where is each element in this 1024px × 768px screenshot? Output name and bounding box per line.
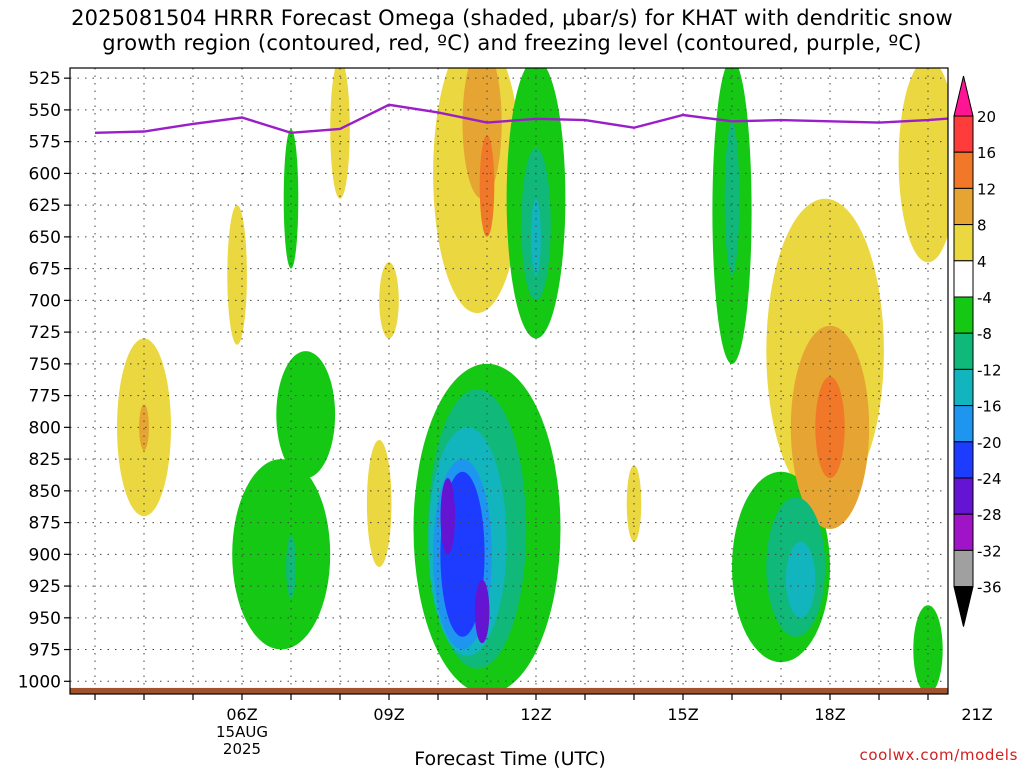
x-tick-sublabel-2025: 2025 <box>223 740 261 758</box>
colorbar-label-20: 20 <box>977 108 996 126</box>
omega-cell-purple-11z <box>474 579 490 644</box>
x-tick-label-15Z: 15Z <box>667 705 698 724</box>
y-tick-label-525: 525 <box>29 69 61 89</box>
colorbar-label--8: -8 <box>977 325 992 343</box>
colorbar-bin-8 <box>953 368 974 407</box>
colorbar-bin-7 <box>953 332 974 370</box>
x-tick-label-06Z: 06Z <box>226 705 257 724</box>
credit-text: coolwx.com/models <box>859 746 1018 764</box>
omega-cell-orange-early-low <box>139 404 149 451</box>
omega-cell-dark-orange-18z <box>815 376 845 479</box>
chart-title-line1: 2025081504 HRRR Forecast Omega (shaded, … <box>71 6 953 30</box>
colorbar-bin-13 <box>953 549 974 588</box>
omega-cell-yellow-06z-mid <box>227 205 247 345</box>
omega-cell-green-22z-mid <box>977 224 1024 326</box>
y-tick-label-900: 900 <box>29 545 61 565</box>
colorbar-label-16: 16 <box>977 144 996 162</box>
omega-cell-yellow-09z-low <box>366 440 392 567</box>
omega-cell-teal-07z-low <box>286 535 296 599</box>
y-tick-label-600: 600 <box>29 164 61 184</box>
y-tick-label-1000: 1000 <box>18 672 61 692</box>
colorbar-label--20: -20 <box>977 434 1002 452</box>
colorbar-bin-1 <box>953 115 974 153</box>
x-tick-label-21Z: 21Z <box>961 705 992 724</box>
x-tick-label-09Z: 09Z <box>373 705 404 724</box>
y-tick-label-750: 750 <box>29 355 61 375</box>
y-tick-label-700: 700 <box>29 291 61 311</box>
colorbar: 20 16 12 8 4 -4 -8 -12 -16 -20 -24 -28 -32 -36 <box>953 75 1002 627</box>
colorbar-label--36: -36 <box>977 579 1002 597</box>
colorbar-label--12: -12 <box>977 361 1002 379</box>
y-tick-label-625: 625 <box>29 196 61 216</box>
y-tick-label-575: 575 <box>29 133 61 153</box>
y-tick-label-925: 925 <box>29 577 61 597</box>
x-tick-sublabel-15AUG: 15AUG <box>216 723 268 741</box>
y-tick-label-850: 850 <box>29 482 61 502</box>
y-tick-label-800: 800 <box>29 418 61 438</box>
omega-cell-green-20z-low <box>913 605 943 694</box>
colorbar-label--16: -16 <box>977 398 1002 416</box>
omega-cell-yellow-09z-mid <box>379 262 399 339</box>
y-tick-label-825: 825 <box>29 450 61 470</box>
colorbar-label-8: 8 <box>977 217 987 235</box>
freezing-level-line <box>94 103 948 135</box>
terrain <box>70 687 948 694</box>
omega-cell-yellow-08z-upper <box>330 68 350 199</box>
colorbar-label-4: 4 <box>977 253 987 271</box>
colorbar-bin-9 <box>953 405 974 443</box>
colorbar-arrow-top <box>953 75 974 117</box>
omega-shading <box>117 68 1024 694</box>
y-tick-label-550: 550 <box>29 101 61 121</box>
colorbar-bin-2 <box>953 151 974 189</box>
terrain-strip <box>70 687 948 694</box>
colorbar-label-12: 12 <box>977 180 996 198</box>
colorbar-bin-10 <box>953 441 974 479</box>
freezing-level <box>94 103 948 135</box>
colorbar-bin-6 <box>953 296 974 334</box>
y-axis: 525 550 575 600 625 650 675 700 725 750 775 800 825 8… <box>18 69 70 692</box>
colorbar-label--28: -28 <box>977 506 1002 524</box>
omega-cell-cyan-17z-low <box>785 541 816 618</box>
chart-title: 2025081504 HRRR Forecast Omega (shaded, … <box>0 6 1024 56</box>
y-tick-label-775: 775 <box>29 387 61 407</box>
colorbar-label--32: -32 <box>977 542 1002 560</box>
y-tick-label-950: 950 <box>29 609 61 629</box>
omega-cell-green-07z-low <box>276 351 336 479</box>
colorbar-bin-12 <box>953 513 974 551</box>
colorbar-bin-4 <box>953 224 974 262</box>
omega-cell-dark-orange-11z <box>479 135 495 237</box>
y-tick-label-875: 875 <box>29 514 61 534</box>
x-tick-label-18Z: 18Z <box>814 705 845 724</box>
colorbar-bin-5 <box>953 260 974 298</box>
y-tick-label-725: 725 <box>29 323 61 343</box>
omega-cell-yellow-20z-upper <box>898 68 948 263</box>
colorbar-bin-3 <box>953 187 974 226</box>
omega-cell-teal-16z-column <box>724 122 740 275</box>
plot-frame <box>69 67 949 695</box>
x-axis-title: Forecast Time (UTC) <box>414 748 605 768</box>
colorbar-arrow-bottom <box>953 586 974 627</box>
chart-title-line2: growth region (contoured, red, ºC) and f… <box>102 31 922 55</box>
colorbar-bin-11 <box>953 477 974 515</box>
colorbar-label--4: -4 <box>977 289 992 307</box>
colorbar-label--24: -24 <box>977 470 1002 488</box>
y-tick-label-650: 650 <box>29 228 61 248</box>
omega-cell-purple-10z <box>440 478 456 555</box>
y-tick-label-675: 675 <box>29 260 61 280</box>
y-tick-label-975: 975 <box>29 641 61 661</box>
x-tick-label-12Z: 12Z <box>520 705 551 724</box>
omega-cell-green-07z-mid <box>283 129 299 269</box>
